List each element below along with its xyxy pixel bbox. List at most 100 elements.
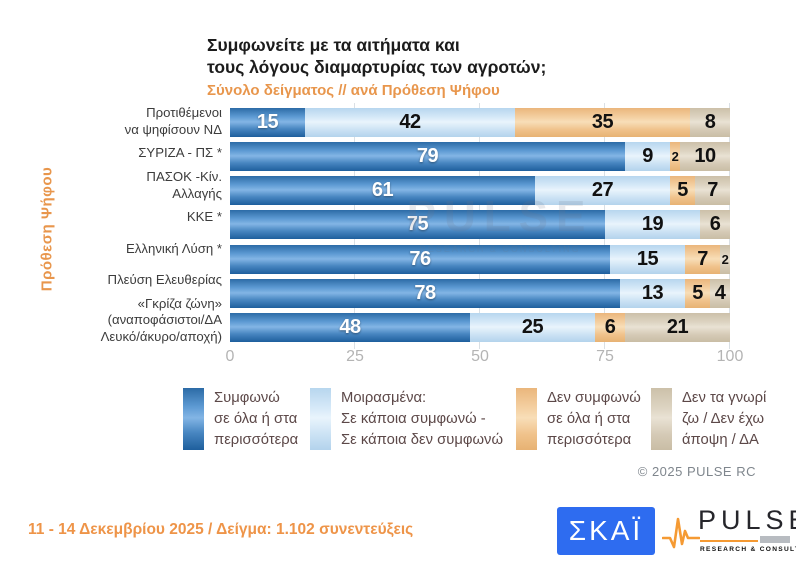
bar-segment-dark_blue: 75 [230, 210, 605, 240]
bar-segment-dark_blue: 78 [230, 279, 620, 309]
bar-segment-tan: 6 [700, 210, 730, 240]
category-labels: Προτιθέμενοι να ψηφίσουν ΝΔ ΣΥΡΙΖΑ - ΠΣ * Π… [18, 105, 222, 345]
category-label: Προτιθέμενοι να ψηφίσουν ΝΔ [18, 105, 222, 138]
bar-segment-dark_blue: 48 [230, 313, 470, 343]
bar-value: 19 [641, 213, 664, 236]
category-label-line: Προτιθέμενοι [146, 105, 222, 120]
bar-segment-light_blue: 19 [605, 210, 700, 240]
title-block: Συμφωνείτε με τα αιτήματα και τους λόγου… [207, 34, 546, 99]
bar-segment-tan: 7 [695, 176, 730, 206]
bar-value: 15 [636, 247, 659, 270]
bar-inner: 79 9 2 10 [230, 141, 730, 171]
bar-value: 5 [677, 179, 688, 202]
bar-value: 78 [414, 282, 436, 305]
chart-title-line2: τους λόγους διαμαρτυρίας των αγροτών; [207, 57, 547, 77]
legend-text-line: Συμφωνώ [214, 390, 280, 406]
skai-logo: ΣΚΑΪ [557, 507, 655, 555]
x-axis-tick: 25 [346, 348, 364, 365]
bar-segment-orange: 7 [685, 244, 720, 274]
bar-value: 25 [521, 316, 544, 339]
category-label: ΠΑΣΟΚ -Κίν. Αλλαγής [18, 169, 222, 202]
legend-text-line: Σε κάποια συμφωνώ - [341, 411, 486, 427]
bar-value: 4 [714, 282, 726, 305]
category-label-line: ΣΥΡΙΖΑ - ΠΣ * [138, 145, 222, 161]
bar-row: 61 27 5 7 [230, 174, 730, 208]
category-label-line: ΚΚΕ * [186, 209, 222, 225]
legend-swatch-orange [516, 388, 537, 450]
pulse-waveform-icon [662, 517, 700, 549]
bar-row: 79 9 2 10 [230, 139, 730, 173]
bar-segment-dark_blue: 15 [230, 107, 305, 137]
bar-segment-orange: 35 [515, 107, 690, 137]
category-label-line: Πλεύση Ελευθερίας [107, 271, 222, 287]
chart-subtitle: Σύνολο δείγματος // ανά Πρόθεση Ψήφου [207, 82, 500, 99]
copyright-text: © 2025 PULSE RC [637, 464, 756, 479]
category-label: Πλεύση Ελευθερίας [18, 264, 222, 295]
bar-segment-tan: 4 [710, 279, 730, 309]
legend-text-line: Σε κάποια δεν συμφωνώ [341, 432, 503, 448]
category-label: «Γκρίζα ζώνη» (αναποφάσιστοι/ΔΑ Λευκό/άκυρ… [18, 296, 222, 346]
legend-item-text: Συμφωνώ σε όλα ή στα περισσότερα [214, 388, 298, 451]
category-label: ΚΚΕ * [18, 202, 222, 233]
bar-inner: 48 25 6 21 [230, 313, 730, 343]
legend-item-text: Δεν τα γνωρί ζω / Δεν έχω άποψη / ΔΑ [682, 388, 766, 451]
bar-segment-tan: 21 [625, 313, 730, 343]
pulse-logo: PULSE RESEARCH & CONSULTING [662, 503, 796, 559]
bar-segment-dark_blue: 61 [230, 176, 535, 206]
pulse-logo-rule [700, 540, 758, 542]
legend-item-text: Δεν συμφωνώ σε όλα ή στα περισσότερα [547, 388, 641, 451]
category-label-line: Ελληνική Λύση * [126, 240, 222, 256]
x-axis: 0 25 50 75 100 [226, 348, 744, 370]
bar-value: 13 [641, 282, 664, 305]
bar-segment-orange: 6 [595, 313, 625, 343]
plot-area: 15 42 35 8 79 9 2 10 61 27 5 7 75 19 6 76 15 7 2 78 13 5 4 48 25… [230, 103, 730, 349]
bar-value: 6 [709, 213, 721, 236]
bar-value: 48 [339, 316, 361, 339]
legend-text-line: ζω / Δεν έχω [682, 411, 765, 427]
skai-logo-text: ΣΚΑΪ [568, 515, 644, 546]
bar-value: 42 [399, 110, 421, 133]
category-label-line: Λευκό/άκυρο/αποχή) [100, 328, 222, 344]
legend-text-line: άποψη / ΔΑ [682, 432, 759, 448]
bar-value: 76 [409, 247, 431, 270]
bar-value: 75 [406, 213, 429, 236]
bar-segment-tan: 8 [690, 107, 730, 137]
legend-item: Συμφωνώ σε όλα ή στα περισσότερα [183, 388, 298, 451]
bar-value: 61 [371, 179, 394, 202]
legend-item: Δεν συμφωνώ σε όλα ή στα περισσότερα [516, 388, 641, 451]
legend-item-text: Μοιρασμένα: Σε κάποια συμφωνώ - Σε κάποια … [341, 388, 503, 451]
x-axis-tick: 0 [225, 348, 235, 365]
bar-inner: 15 42 35 8 [230, 107, 730, 137]
category-label: ΣΥΡΙΖΑ - ΠΣ * [18, 138, 222, 169]
bar-value: 79 [416, 144, 439, 167]
x-axis-tick: 75 [596, 348, 614, 365]
chart-title-line1: Συμφωνείτε με τα αιτήματα και [207, 35, 460, 55]
bar-row: 15 42 35 8 [230, 105, 730, 139]
pulse-logo-tagline: RESEARCH & CONSULTING [700, 546, 796, 553]
legend-item: Δεν τα γνωρί ζω / Δεν έχω άποψη / ΔΑ [651, 388, 766, 451]
bar-segment-light_blue: 9 [625, 141, 670, 171]
category-label-line: Αλλαγής [172, 185, 222, 201]
bar-value: 5 [692, 282, 703, 305]
bar-value: 8 [704, 110, 716, 133]
bar-segment-light_blue: 13 [620, 279, 685, 309]
legend-text-line: περισσότερα [547, 432, 632, 448]
bar-segment-light_blue: 15 [610, 244, 685, 274]
bar-row: 78 13 5 4 [230, 276, 730, 310]
bar-segment-orange: 5 [670, 176, 695, 206]
legend-text-line: Δεν τα γνωρί [682, 390, 767, 406]
bar-rows: 15 42 35 8 79 9 2 10 61 27 5 7 75 19 6 76 15 7 2 78 13 5 4 48 25… [230, 105, 730, 345]
bar-value: 10 [694, 144, 716, 167]
x-axis-tick: 50 [471, 348, 489, 365]
bar-value: 15 [256, 110, 279, 133]
legend-item: Μοιρασμένα: Σε κάποια συμφωνώ - Σε κάποια … [310, 388, 503, 451]
bar-value: 27 [591, 179, 614, 202]
legend-text-line: σε όλα ή στα [547, 411, 631, 427]
bar-inner: 75 19 6 [230, 210, 730, 240]
bar-value: 21 [666, 316, 689, 339]
bar-segment-orange: 5 [685, 279, 710, 309]
legend-text-line: Μοιρασμένα: [341, 390, 427, 406]
bar-segment-tan: 2 [720, 244, 730, 274]
category-label-line: (αναποφάσιστοι/ΔΑ [107, 312, 222, 327]
survey-info-text: 11 - 14 Δεκεμβρίου 2025 / Δείγμα: 1.102 … [28, 521, 414, 538]
